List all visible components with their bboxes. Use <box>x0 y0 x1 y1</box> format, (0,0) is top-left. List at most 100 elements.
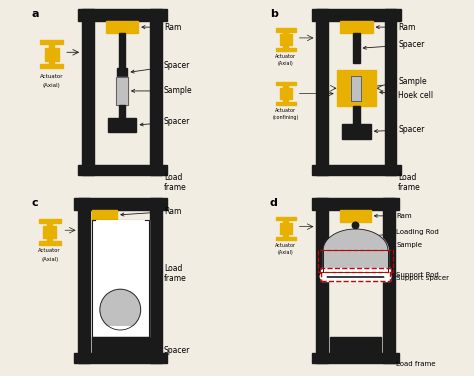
Text: (Axial): (Axial) <box>43 83 60 88</box>
Bar <box>39 241 61 245</box>
Bar <box>330 337 381 353</box>
Text: Support Rod: Support Rod <box>391 272 439 278</box>
Bar <box>283 32 288 34</box>
Bar <box>96 326 145 335</box>
Bar <box>92 209 117 220</box>
Text: Load
frame: Load frame <box>154 264 187 283</box>
Bar <box>47 223 53 226</box>
Bar <box>39 220 61 223</box>
Bar <box>312 353 399 363</box>
Bar <box>43 226 56 238</box>
Text: Load frame: Load frame <box>395 358 436 367</box>
Bar <box>116 77 128 105</box>
Text: Loading Rod: Loading Rod <box>362 229 439 238</box>
Bar <box>385 9 396 174</box>
Bar <box>283 234 288 237</box>
Text: Actuator: Actuator <box>38 248 61 253</box>
Bar <box>353 33 360 63</box>
Bar <box>276 28 296 32</box>
Bar <box>317 198 328 363</box>
Bar <box>283 45 288 48</box>
Bar <box>119 105 125 118</box>
Bar <box>82 9 94 174</box>
Bar <box>49 61 55 64</box>
Text: Hoek cell: Hoek cell <box>380 91 433 100</box>
Bar <box>321 268 390 281</box>
Text: Spacer: Spacer <box>131 61 190 73</box>
Bar <box>318 250 393 273</box>
Bar <box>108 118 137 132</box>
Bar <box>280 35 292 45</box>
Circle shape <box>352 222 359 229</box>
Circle shape <box>100 289 141 330</box>
Bar <box>45 48 59 61</box>
Text: Sample: Sample <box>109 307 132 312</box>
Text: (confining): (confining) <box>273 115 299 120</box>
Bar <box>117 68 128 77</box>
Text: Load
frame: Load frame <box>397 170 421 192</box>
Text: Spacer: Spacer <box>363 40 425 49</box>
Text: Ram: Ram <box>374 213 412 219</box>
Bar <box>280 88 292 99</box>
Bar <box>317 9 328 174</box>
Bar <box>383 198 395 363</box>
Bar <box>49 44 55 47</box>
Bar <box>106 21 138 33</box>
Text: d: d <box>270 198 278 208</box>
Text: Actuator: Actuator <box>40 74 64 79</box>
Text: a: a <box>360 253 364 258</box>
Text: Sample: Sample <box>365 77 427 89</box>
Text: Support spacer: Support spacer <box>391 273 449 281</box>
Circle shape <box>320 273 327 280</box>
Bar <box>92 337 148 353</box>
Bar <box>276 102 296 105</box>
Bar <box>74 353 166 363</box>
Bar <box>79 198 90 363</box>
Text: (Axial): (Axial) <box>278 250 294 255</box>
Bar <box>276 217 296 220</box>
Circle shape <box>384 273 391 280</box>
Bar <box>280 223 292 234</box>
Text: Spacer: Spacer <box>374 125 425 134</box>
Text: Actuator: Actuator <box>275 108 296 113</box>
Text: D: D <box>354 272 358 277</box>
Bar <box>340 21 373 33</box>
Bar <box>150 9 162 174</box>
Text: b: b <box>270 9 278 19</box>
Text: Ram: Ram <box>142 23 181 32</box>
Bar <box>116 77 128 105</box>
Bar <box>92 220 148 337</box>
Bar <box>323 250 388 271</box>
Text: Load
frame: Load frame <box>163 170 187 192</box>
Bar <box>321 268 390 281</box>
Text: Spacer: Spacer <box>152 345 190 355</box>
Bar <box>351 76 361 101</box>
Text: Sample: Sample <box>132 86 192 96</box>
Bar <box>312 198 399 209</box>
Bar <box>276 48 296 52</box>
Bar <box>150 198 162 363</box>
Text: c: c <box>32 198 38 208</box>
Bar <box>342 124 371 139</box>
Bar <box>353 106 360 124</box>
Text: Sample: Sample <box>391 242 422 248</box>
Bar <box>353 229 358 250</box>
Bar <box>283 99 288 102</box>
Text: Upper Jaw: Upper Jaw <box>107 223 134 228</box>
Bar <box>78 9 166 21</box>
Text: 2S: 2S <box>336 266 342 271</box>
Bar <box>276 82 296 85</box>
Bar <box>40 40 63 44</box>
Bar <box>96 220 145 230</box>
Bar <box>312 165 401 174</box>
Bar <box>78 165 166 174</box>
Bar <box>74 198 166 209</box>
Bar <box>337 70 376 106</box>
Bar <box>323 250 388 271</box>
Bar <box>40 64 63 68</box>
Bar <box>283 220 288 223</box>
Text: Actuator: Actuator <box>275 54 296 59</box>
Bar <box>119 33 125 68</box>
Bar <box>340 209 371 222</box>
Text: (Axial): (Axial) <box>41 257 58 262</box>
